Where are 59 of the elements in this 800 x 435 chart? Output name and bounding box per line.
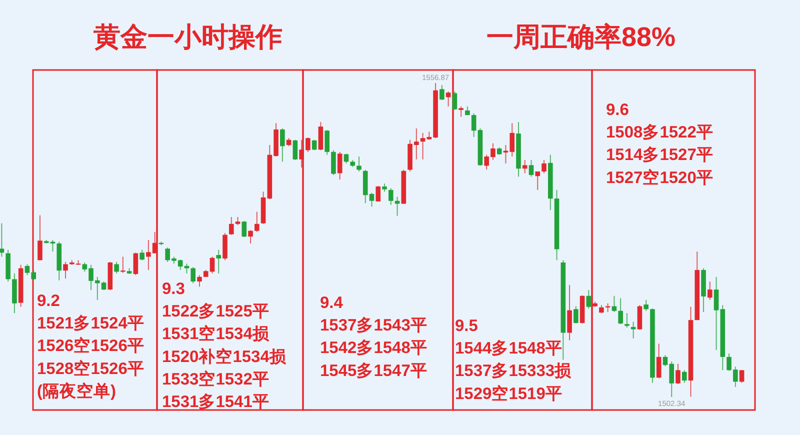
candlestick bbox=[618, 298, 623, 325]
candlestick bbox=[739, 370, 744, 384]
candlestick bbox=[708, 280, 712, 300]
candlestick bbox=[114, 261, 119, 274]
candlestick bbox=[222, 232, 228, 261]
candlestick bbox=[331, 150, 336, 176]
candlestick bbox=[682, 370, 687, 384]
candlestick bbox=[140, 249, 144, 261]
candlestick bbox=[676, 363, 680, 384]
candlestick bbox=[337, 151, 342, 180]
candlestick bbox=[535, 171, 540, 190]
candlestick bbox=[574, 306, 578, 324]
candlestick bbox=[190, 266, 196, 284]
candlestick bbox=[120, 256, 126, 274]
candlestick bbox=[312, 139, 317, 151]
annotation: 9.3 1522多1525平 1531空1534损 1520补空1534损 1533空1532平 1531多1541平 bbox=[162, 280, 288, 411]
candlestick bbox=[197, 274, 202, 288]
candlestick bbox=[452, 90, 458, 110]
candlestick bbox=[644, 299, 648, 312]
candlestick bbox=[394, 196, 400, 216]
candlestick bbox=[254, 211, 260, 232]
candlestick bbox=[586, 290, 592, 310]
candlestick bbox=[292, 139, 298, 160]
candlestick bbox=[458, 106, 464, 118]
candlestick bbox=[356, 156, 362, 172]
candlestick bbox=[133, 252, 138, 276]
candlestick bbox=[280, 128, 285, 162]
candlestick bbox=[318, 121, 324, 151]
candlestick bbox=[567, 284, 572, 341]
candlestick bbox=[714, 276, 719, 351]
chart-subtitle: 一周正确率88% bbox=[486, 22, 676, 52]
candlestick bbox=[388, 188, 394, 206]
candlestick bbox=[637, 304, 642, 330]
candlestick bbox=[528, 159, 534, 178]
candlestick bbox=[471, 112, 476, 138]
annotation: 9.4 1537多1543平 1542多1548平 1545多1547平 bbox=[320, 294, 428, 380]
candlestick bbox=[612, 295, 617, 313]
annotation: 9.6 1508多1522平 1514多1527平 1527空1520平 bbox=[606, 101, 714, 187]
candlestick bbox=[324, 130, 330, 156]
candlestick bbox=[242, 220, 247, 238]
candlestick bbox=[376, 185, 381, 202]
candlestick bbox=[446, 90, 451, 107]
candlestick bbox=[248, 230, 253, 244]
candlestick bbox=[344, 153, 349, 164]
candlestick bbox=[656, 343, 662, 379]
annotation: 9.2 1521多1524平 1526空1526平 1528空1526平 (隔夜空单) bbox=[37, 292, 144, 400]
candlestick bbox=[63, 261, 68, 280]
candlestick bbox=[228, 216, 234, 236]
candlestick bbox=[0, 222, 4, 258]
candlestick bbox=[216, 249, 222, 274]
candlestick bbox=[630, 321, 636, 339]
candlestick bbox=[522, 159, 528, 174]
candlestick bbox=[624, 312, 630, 328]
candlestick bbox=[440, 84, 444, 101]
candlestick bbox=[420, 132, 426, 160]
annotation: 9.5 1544多1548平 1537多15333损 1529空1519平 bbox=[455, 317, 573, 403]
candlestick bbox=[38, 214, 42, 261]
candlestick bbox=[542, 159, 546, 174]
chart-title: 黄金一小时操作 bbox=[92, 22, 282, 52]
